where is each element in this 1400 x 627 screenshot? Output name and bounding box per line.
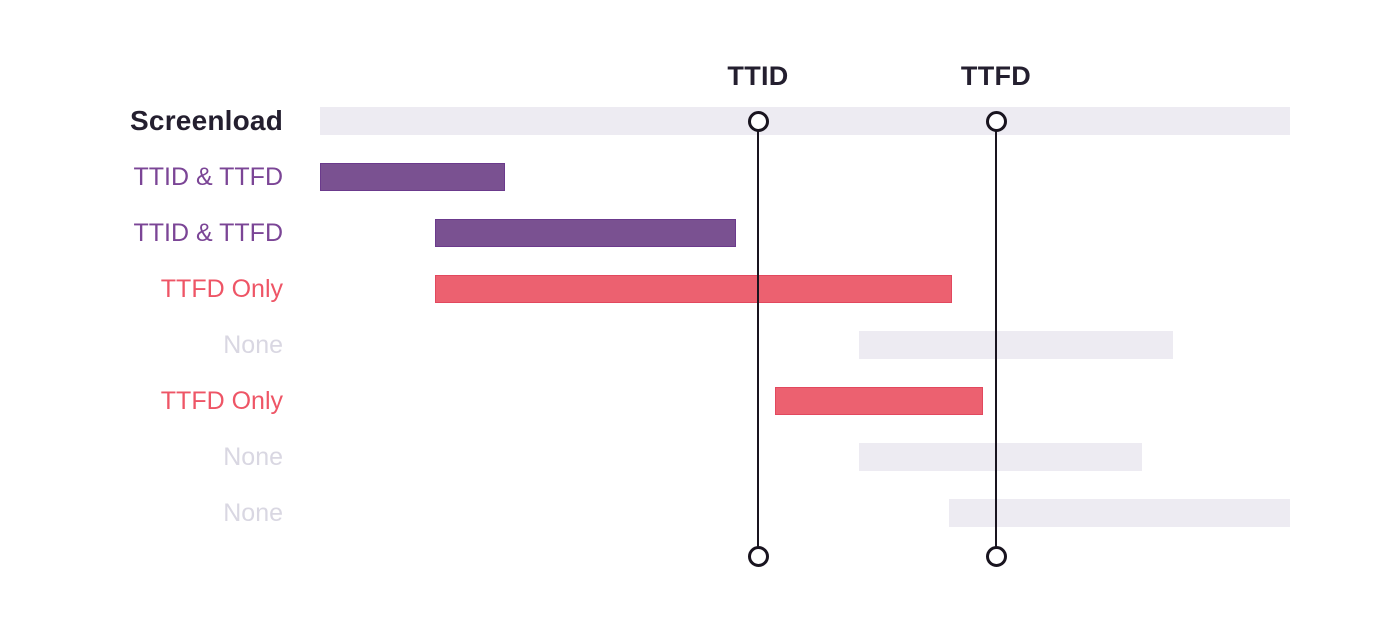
row-label-none-4: None bbox=[223, 331, 283, 359]
row-label-ttid-ttfd-1: TTID & TTFD bbox=[133, 163, 283, 191]
row-label-none-6: None bbox=[223, 443, 283, 471]
marker-label-ttid: TTID bbox=[727, 61, 789, 91]
span-bar-track-6 bbox=[859, 443, 1142, 471]
marker-label-ttfd: TTFD bbox=[960, 61, 1032, 91]
marker-circle-bottom-ttid bbox=[747, 545, 769, 567]
span-bar-track-0 bbox=[320, 107, 1290, 135]
span-bar-red-3 bbox=[435, 275, 952, 303]
span-bar-track-4 bbox=[859, 331, 1173, 359]
row-label-ttid-ttfd-2: TTID & TTFD bbox=[133, 219, 283, 247]
span-bar-track-7 bbox=[949, 499, 1290, 527]
marker-line-ttfd bbox=[995, 121, 997, 556]
row-label-ttfd-only-3: TTFD Only bbox=[160, 275, 283, 303]
row-label-ttfd-only-5: TTFD Only bbox=[160, 387, 283, 415]
row-label-screenload-0: Screenload bbox=[130, 105, 283, 136]
marker-line-ttid bbox=[757, 121, 759, 556]
marker-circle-top-ttid bbox=[747, 110, 769, 132]
span-bar-purple-1 bbox=[320, 163, 505, 191]
marker-circle-bottom-ttfd bbox=[985, 545, 1007, 567]
span-bar-purple-2 bbox=[435, 219, 736, 247]
marker-circle-top-ttfd bbox=[985, 110, 1007, 132]
span-bar-red-5 bbox=[775, 387, 983, 415]
row-label-none-7: None bbox=[223, 499, 283, 527]
